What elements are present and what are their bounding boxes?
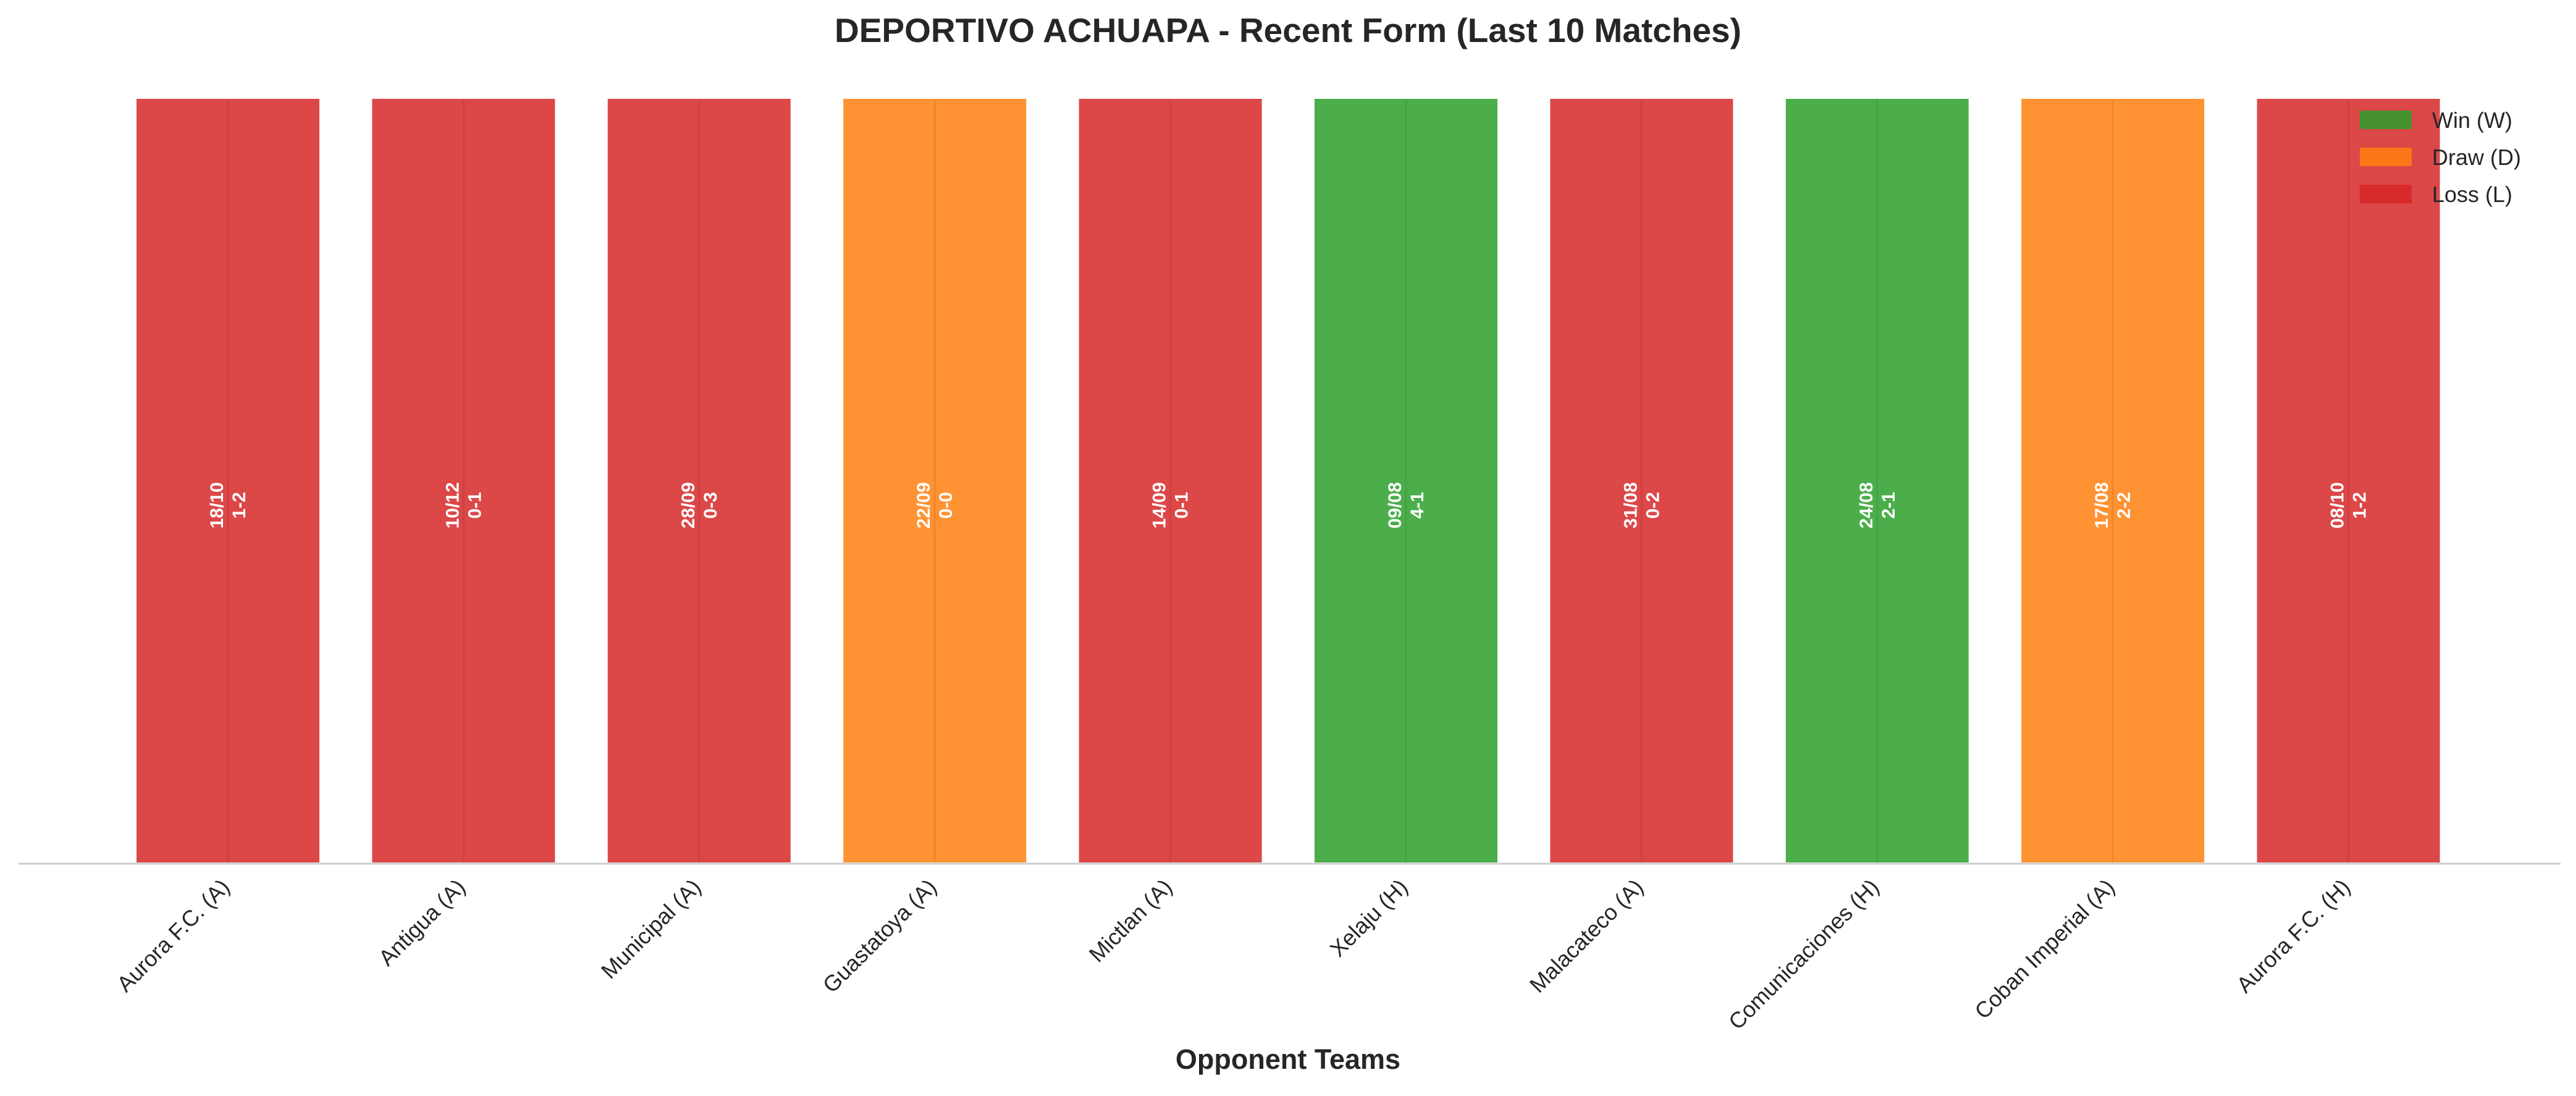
x-tick-label: Aurora F.C. (A) bbox=[112, 874, 235, 997]
x-axis-label: Opponent Teams bbox=[1176, 1043, 1400, 1075]
x-tick-label: Coban Imperial (A) bbox=[1969, 874, 2119, 1024]
x-tick-label: Xelaju (H) bbox=[1324, 874, 1412, 962]
bar-10 bbox=[2254, 96, 2443, 865]
bar-7 bbox=[1547, 96, 1736, 865]
bar-4 bbox=[841, 96, 1029, 865]
bar-data-label: 28/09 0-3 bbox=[678, 482, 721, 528]
x-tick-labels: Aurora F.C. (A) Antigua (A) Municipal (A) G… bbox=[112, 874, 2355, 1035]
bar-data-label: 17/08 2-2 bbox=[2092, 482, 2134, 528]
legend-swatch-d bbox=[2360, 148, 2412, 166]
legend: Win (W) Draw (D) Loss (L) bbox=[2360, 107, 2521, 207]
bar-5 bbox=[1076, 96, 1265, 865]
bar-1 bbox=[134, 96, 322, 865]
legend-swatch-w bbox=[2360, 111, 2412, 129]
bar-data-label: 09/08 4-1 bbox=[1385, 482, 1428, 528]
x-tick-label: Comunicaciones (H) bbox=[1724, 874, 1884, 1035]
chart-title: DEPORTIVO ACHUAPA - Recent Form (Last 10… bbox=[835, 11, 1741, 49]
bar-data-label: 18/10 1-2 bbox=[207, 482, 250, 528]
x-tick-label: Antigua (A) bbox=[374, 874, 470, 971]
x-tick-label: Malacateco (A) bbox=[1525, 874, 1648, 998]
legend-label-l: Loss (L) bbox=[2432, 182, 2512, 207]
legend-swatch-l bbox=[2360, 185, 2412, 203]
bar-data-label: 14/09 0-1 bbox=[1150, 482, 1192, 528]
legend-label-d: Draw (D) bbox=[2432, 145, 2521, 170]
legend-label-w: Win (W) bbox=[2432, 107, 2512, 133]
bar-2 bbox=[369, 96, 558, 865]
bar-data-label: 10/12 0-1 bbox=[442, 482, 485, 528]
bar-data-label: 08/10 1-2 bbox=[2328, 482, 2370, 528]
bars-layer: 18/10 1-2 10/12 0-1 28/09 0-3 22/09 0-0 14/09 0-1… bbox=[134, 96, 2443, 865]
x-tick-label: Aurora F.C. (H) bbox=[2231, 874, 2355, 998]
bar-data-label: 22/09 0-0 bbox=[914, 482, 956, 528]
x-tick-label: Mictlan (A) bbox=[1084, 874, 1177, 967]
x-tick-label: Municipal (A) bbox=[596, 874, 706, 984]
bar-data-label: 24/08 2-1 bbox=[1856, 482, 1899, 528]
bar-3 bbox=[605, 96, 793, 865]
x-tick-label: Guastatoya (A) bbox=[818, 874, 941, 998]
bar-data-label: 31/08 0-2 bbox=[1620, 482, 1663, 528]
bar-6 bbox=[1312, 96, 1500, 865]
